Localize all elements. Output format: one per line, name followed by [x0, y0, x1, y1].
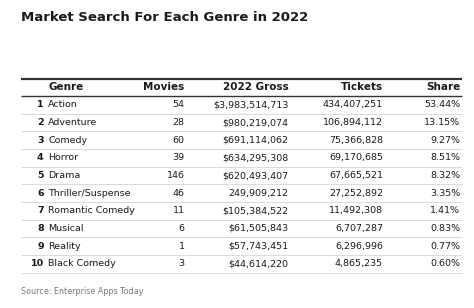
Text: 8.32%: 8.32% [430, 171, 460, 180]
Text: $620,493,407: $620,493,407 [222, 171, 288, 180]
Text: Thriller/Suspense: Thriller/Suspense [48, 189, 131, 198]
Text: 5: 5 [37, 171, 44, 180]
Text: 8: 8 [37, 224, 44, 233]
Text: 6,296,996: 6,296,996 [335, 241, 383, 251]
Text: Drama: Drama [48, 171, 81, 180]
Text: 249,909,212: 249,909,212 [228, 189, 288, 198]
Text: 4,865,235: 4,865,235 [335, 259, 383, 268]
Text: 8.51%: 8.51% [430, 153, 460, 162]
Text: Black Comedy: Black Comedy [48, 259, 116, 268]
Text: 9: 9 [37, 241, 44, 251]
Text: 3: 3 [179, 259, 185, 268]
Text: 60: 60 [173, 136, 185, 145]
Text: 54: 54 [173, 100, 185, 110]
Text: 13.15%: 13.15% [424, 118, 460, 127]
Text: 1: 1 [179, 241, 185, 251]
Text: 7: 7 [37, 206, 44, 215]
Text: Share: Share [426, 82, 460, 92]
Text: Source: Enterprise Apps Today: Source: Enterprise Apps Today [21, 287, 144, 296]
Text: 28: 28 [173, 118, 185, 127]
Text: Reality: Reality [48, 241, 81, 251]
Text: Market Search For Each Genre in 2022: Market Search For Each Genre in 2022 [21, 11, 309, 24]
Text: 1: 1 [37, 100, 44, 110]
Text: 2022 Gross: 2022 Gross [223, 82, 288, 92]
Text: $61,505,843: $61,505,843 [228, 224, 288, 233]
Text: 6: 6 [37, 189, 44, 198]
Text: $3,983,514,713: $3,983,514,713 [213, 100, 288, 110]
Text: 6: 6 [179, 224, 185, 233]
Text: 106,894,112: 106,894,112 [323, 118, 383, 127]
Text: 27,252,892: 27,252,892 [329, 189, 383, 198]
Text: Adventure: Adventure [48, 118, 98, 127]
Text: 4: 4 [37, 153, 44, 162]
Text: 434,407,251: 434,407,251 [323, 100, 383, 110]
Text: 2: 2 [37, 118, 44, 127]
Text: Genre: Genre [48, 82, 84, 92]
Text: Musical: Musical [48, 224, 84, 233]
Text: 0.60%: 0.60% [430, 259, 460, 268]
Text: 0.77%: 0.77% [430, 241, 460, 251]
Text: $691,114,062: $691,114,062 [222, 136, 288, 145]
Text: Tickets: Tickets [341, 82, 383, 92]
Text: 3.35%: 3.35% [430, 189, 460, 198]
Text: 0.83%: 0.83% [430, 224, 460, 233]
Text: 11,492,308: 11,492,308 [329, 206, 383, 215]
Text: Horror: Horror [48, 153, 79, 162]
Text: 3: 3 [37, 136, 44, 145]
Text: 1.41%: 1.41% [430, 206, 460, 215]
Text: Comedy: Comedy [48, 136, 88, 145]
Text: $105,384,522: $105,384,522 [222, 206, 288, 215]
Text: 75,366,828: 75,366,828 [329, 136, 383, 145]
Text: 146: 146 [167, 171, 185, 180]
Text: Movies: Movies [144, 82, 185, 92]
Text: 46: 46 [173, 189, 185, 198]
Text: Romantic Comedy: Romantic Comedy [48, 206, 135, 215]
Text: 39: 39 [173, 153, 185, 162]
Text: $57,743,451: $57,743,451 [228, 241, 288, 251]
Text: 6,707,287: 6,707,287 [335, 224, 383, 233]
Text: 53.44%: 53.44% [424, 100, 460, 110]
Text: 69,170,685: 69,170,685 [329, 153, 383, 162]
Text: $634,295,308: $634,295,308 [222, 153, 288, 162]
Text: Action: Action [48, 100, 78, 110]
Text: 10: 10 [30, 259, 44, 268]
Text: 67,665,521: 67,665,521 [329, 171, 383, 180]
Text: 11: 11 [173, 206, 185, 215]
Text: $44,614,220: $44,614,220 [228, 259, 288, 268]
Text: 9.27%: 9.27% [430, 136, 460, 145]
Text: $980,219,074: $980,219,074 [222, 118, 288, 127]
